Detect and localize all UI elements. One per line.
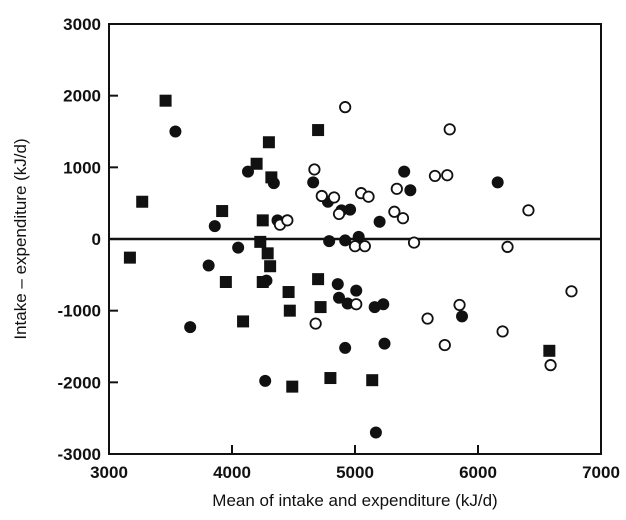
data-point-filled-circle	[241, 165, 254, 178]
data-point-open-circle	[396, 212, 410, 225]
data-point-square	[264, 260, 277, 273]
x-tick-label: 3000	[90, 463, 128, 482]
data-point-filled-circle	[260, 274, 273, 287]
data-point-filled-circle	[267, 177, 280, 190]
data-point-filled-circle	[339, 341, 352, 354]
data-point-open-circle	[544, 359, 557, 372]
data-point-filled-circle	[398, 165, 411, 178]
data-point-filled-circle	[184, 321, 197, 334]
data-point-open-circle	[441, 169, 454, 182]
y-tick-label: -2000	[58, 373, 101, 392]
data-point-open-circle	[443, 123, 456, 136]
data-point-square	[123, 251, 136, 264]
y-tick-label: -3000	[58, 445, 101, 464]
data-point-square	[366, 374, 379, 387]
x-axis-title: Mean of intake and expenditure (kJ/d)	[212, 491, 497, 510]
data-point-filled-circle	[377, 298, 390, 311]
data-points	[123, 94, 578, 439]
data-point-square	[282, 286, 295, 299]
data-point-open-circle	[421, 312, 434, 325]
x-tick-label: 4000	[213, 463, 251, 482]
data-point-square	[312, 273, 325, 286]
data-point-square	[314, 301, 327, 314]
x-tick-label: 5000	[336, 463, 374, 482]
data-point-square	[543, 344, 556, 357]
data-point-open-circle	[308, 163, 321, 176]
x-tick-label: 6000	[459, 463, 497, 482]
y-axis-title: Intake – expenditure (kJ/d)	[11, 138, 30, 339]
data-point-filled-circle	[333, 291, 346, 304]
data-point-open-circle	[407, 236, 421, 249]
data-point-square	[261, 247, 274, 260]
data-point-filled-circle	[456, 310, 469, 323]
data-point-open-circle	[362, 190, 375, 203]
y-tick-label: 3000	[63, 15, 101, 34]
data-point-open-circle	[315, 189, 328, 203]
data-point-square	[312, 124, 325, 137]
data-point-open-circle	[348, 240, 362, 253]
data-point-open-circle	[453, 298, 466, 312]
data-point-square	[216, 205, 229, 218]
data-point-filled-circle	[369, 426, 382, 439]
data-point-open-circle	[388, 205, 401, 218]
data-point-open-circle	[438, 338, 451, 352]
data-point-filled-circle	[232, 241, 245, 254]
data-point-filled-circle	[202, 259, 215, 272]
data-point-open-circle	[350, 298, 363, 311]
data-point-open-circle	[522, 204, 535, 217]
axis-tick-labels: 3000 4000 5000 6000 7000 3000 2000 1000 0 -1000 -2…	[58, 15, 620, 482]
data-point-filled-circle	[208, 220, 221, 233]
data-point-open-circle	[501, 240, 514, 253]
data-point-open-circle	[339, 101, 352, 114]
data-point-square	[254, 235, 267, 248]
data-point-open-circle	[309, 317, 322, 330]
data-point-open-circle	[496, 325, 509, 338]
y-tick-label: 2000	[63, 87, 101, 106]
data-point-filled-circle	[344, 203, 357, 216]
data-point-filled-circle	[352, 230, 365, 243]
data-point-square	[219, 276, 232, 288]
y-tick-label: -1000	[58, 302, 101, 321]
data-point-open-circle	[281, 214, 294, 227]
data-point-square	[237, 315, 250, 328]
y-tick-label: 1000	[63, 158, 101, 177]
axis-ticks	[108, 23, 602, 455]
data-point-square	[250, 157, 263, 170]
data-point-square	[256, 214, 269, 227]
data-point-filled-circle	[323, 235, 336, 248]
data-point-square	[286, 380, 299, 393]
y-tick-label: 0	[92, 230, 101, 249]
data-point-filled-circle	[378, 337, 391, 350]
data-point-filled-circle	[404, 184, 417, 197]
data-point-open-circle	[565, 285, 578, 298]
data-point-filled-circle	[350, 284, 363, 297]
data-point-filled-circle	[339, 234, 352, 247]
data-point-filled-circle	[307, 176, 320, 189]
data-point-filled-circle	[331, 278, 344, 291]
data-point-square	[324, 372, 337, 385]
data-point-open-circle	[327, 191, 341, 204]
data-point-square	[283, 304, 296, 317]
data-point-open-circle	[332, 207, 346, 221]
data-point-filled-circle	[259, 374, 272, 387]
data-point-open-circle	[358, 240, 371, 253]
data-point-filled-circle	[491, 176, 504, 189]
data-point-square	[136, 195, 149, 208]
data-point-filled-circle	[373, 215, 386, 228]
data-point-square	[262, 136, 275, 149]
data-point-filled-circle	[169, 125, 182, 138]
data-point-open-circle	[390, 182, 403, 195]
data-point-square	[159, 94, 172, 107]
x-tick-label: 7000	[582, 463, 620, 482]
data-point-open-circle	[428, 169, 442, 183]
